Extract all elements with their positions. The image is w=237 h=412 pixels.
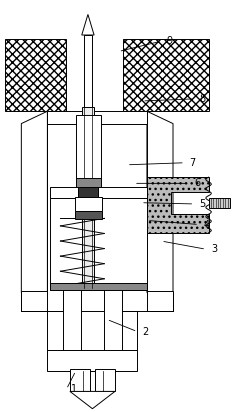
Bar — [123, 39, 209, 111]
Bar — [84, 35, 92, 107]
Bar — [104, 289, 122, 350]
Text: 7: 7 — [190, 158, 196, 168]
Bar — [63, 289, 81, 350]
Text: 8: 8 — [199, 94, 205, 104]
Text: 2: 2 — [142, 327, 148, 337]
Bar — [95, 369, 115, 391]
Bar — [50, 187, 147, 198]
Bar — [50, 283, 147, 290]
Bar — [47, 350, 137, 371]
Text: 3: 3 — [211, 244, 217, 254]
Bar — [76, 178, 101, 187]
Bar — [75, 211, 102, 219]
Polygon shape — [70, 391, 115, 409]
Text: 5: 5 — [199, 199, 205, 209]
Bar — [76, 115, 101, 179]
Bar — [5, 39, 66, 111]
Text: 9: 9 — [166, 36, 172, 46]
Bar — [78, 187, 98, 198]
Bar — [50, 197, 147, 290]
Bar — [147, 291, 173, 311]
Polygon shape — [147, 111, 173, 293]
Bar — [70, 369, 90, 391]
Bar — [82, 107, 94, 288]
Bar — [21, 291, 47, 311]
Polygon shape — [147, 177, 209, 233]
Bar — [75, 197, 102, 211]
Bar — [209, 198, 230, 208]
Bar — [47, 111, 147, 124]
Text: 1: 1 — [71, 384, 77, 394]
Text: 4: 4 — [204, 220, 210, 229]
Text: 6: 6 — [194, 178, 201, 188]
Polygon shape — [82, 14, 94, 35]
Polygon shape — [21, 111, 47, 293]
